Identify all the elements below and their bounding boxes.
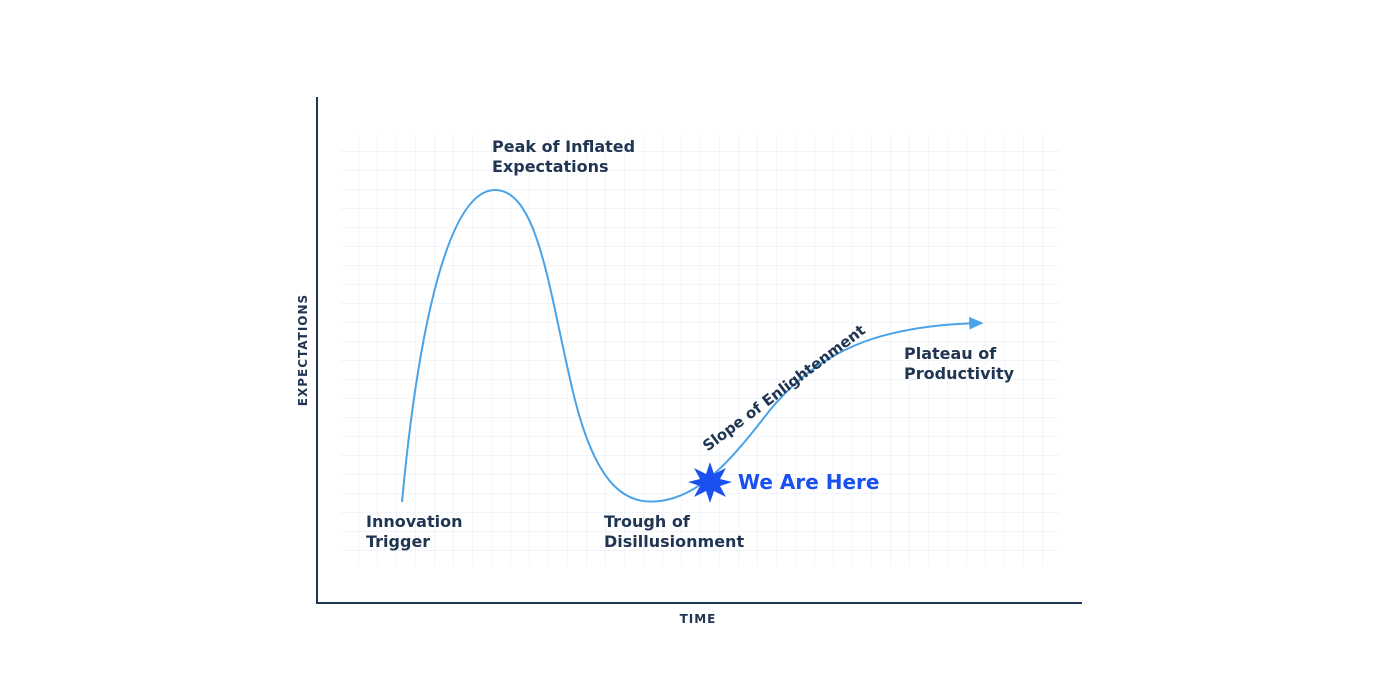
hype-curve <box>401 188 984 503</box>
marker-label: We Are Here <box>738 470 879 494</box>
phase-label: Disillusionment <box>604 532 744 551</box>
phase-label: Trigger <box>366 532 430 551</box>
star-marker <box>688 462 732 503</box>
phase-label: Innovation <box>366 512 462 531</box>
phase-label: Productivity <box>904 364 1015 383</box>
phase-label: Plateau of <box>904 344 997 363</box>
phase-label: Peak of Inflated <box>492 137 635 156</box>
phase-label: Expectations <box>492 157 609 176</box>
x-axis-label: TIME <box>680 612 717 626</box>
phase-label: Trough of <box>604 512 691 531</box>
y-axis-label: EXPECTATIONS <box>296 294 310 406</box>
